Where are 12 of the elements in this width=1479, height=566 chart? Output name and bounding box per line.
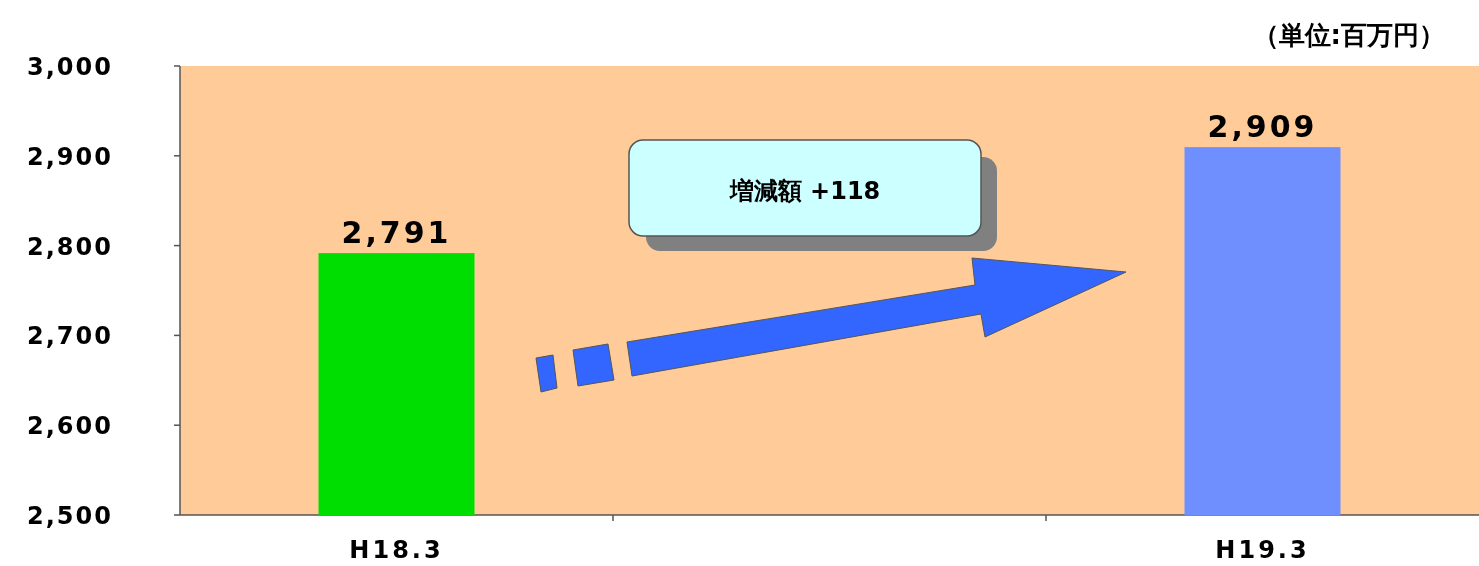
data-label: 2,791 [341, 214, 452, 250]
x-tick-label: H18.3 [349, 536, 444, 564]
text: （単位:百万円） [1252, 20, 1445, 50]
y-tick-label: 3,000 [27, 53, 113, 81]
y-tick-label: 2,900 [27, 142, 113, 171]
y-tick-label: 2,700 [27, 322, 113, 351]
data-label: 2,909 [1207, 108, 1318, 144]
y-tick-label: 2,600 [27, 412, 113, 441]
y-tick-label: 2,500 [27, 502, 113, 530]
x-tick-label: H19.3 [1215, 536, 1310, 564]
y-tick-label: 2,800 [27, 232, 113, 261]
annotation: 増減額 +118 [728, 177, 881, 205]
